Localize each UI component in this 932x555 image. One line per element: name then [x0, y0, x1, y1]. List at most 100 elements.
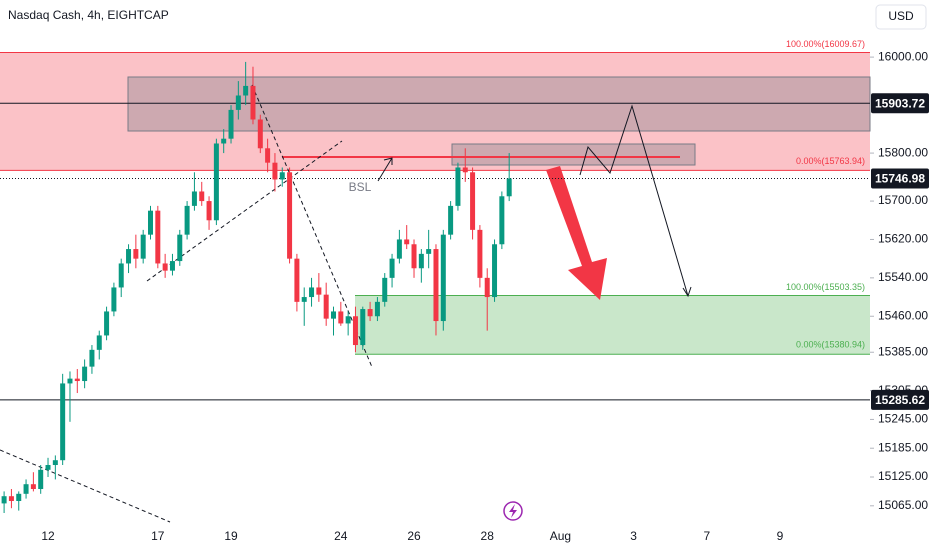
trend-line [146, 140, 343, 282]
price-label-bg [871, 168, 929, 189]
zone [0, 52, 870, 171]
candle-body [323, 294, 329, 319]
candle-body [199, 191, 205, 202]
x-tick-label: 24 [334, 529, 348, 543]
y-tick-label: 15540.00 [878, 270, 928, 284]
candle-body [221, 138, 227, 144]
candle-body [418, 253, 424, 269]
candle-body [316, 287, 322, 295]
currency[interactable]: USD [888, 9, 914, 23]
projection [579, 104, 689, 297]
candle-body [52, 460, 58, 466]
candle-body [352, 316, 358, 346]
y-tick-label: 16000.00 [878, 49, 928, 63]
candle-body [82, 366, 88, 382]
icon-bolt [509, 504, 517, 518]
x-tick-label: 28 [481, 529, 495, 543]
candle-body [345, 316, 351, 324]
candle-body [162, 263, 168, 271]
candle-body [60, 383, 66, 461]
x-tick-label: 3 [630, 529, 637, 543]
candle-body [148, 210, 153, 235]
replay-icon[interactable] [503, 501, 523, 521]
y-tick-label: 15385.00 [878, 344, 928, 358]
candle-body [382, 277, 388, 302]
candle-body [331, 311, 336, 319]
x-tick-label: 9 [777, 529, 784, 543]
candle-body [177, 234, 183, 262]
price-label: 15903.72 [875, 96, 925, 110]
candle-body [228, 109, 234, 139]
candle-body [111, 287, 117, 312]
candle-body [389, 258, 395, 278]
candle-body [301, 297, 307, 302]
candle-body [235, 95, 241, 110]
candle-body [309, 287, 315, 298]
candle-body [8, 496, 14, 502]
candle-body [155, 210, 161, 264]
currency-button[interactable] [875, 4, 927, 30]
y-tick-label: 15460.00 [878, 308, 928, 322]
trend-line [251, 84, 373, 368]
x-tick-label: 12 [41, 529, 55, 543]
trend-line [0, 449, 171, 523]
candle-body [265, 148, 271, 163]
candle-body [67, 378, 73, 384]
candle-body [440, 234, 446, 322]
candle-body [506, 178, 512, 197]
candle-body [169, 261, 175, 271]
zone-label: 100.00%(15503.35) [786, 282, 865, 292]
candle-body [360, 309, 366, 346]
price-label: 15746.98 [875, 172, 925, 186]
bsl-arrow [377, 157, 393, 182]
candle-body [411, 244, 417, 269]
chart-title: Nasdaq Cash, 4h, EIGHTCAP [8, 8, 169, 22]
annotation: BSL [349, 180, 372, 194]
candle-body [257, 119, 263, 149]
candle-body [140, 234, 146, 259]
candle-body [294, 258, 300, 302]
candle-body [45, 465, 51, 470]
zone-label: 100.00%(16009.67) [786, 39, 865, 49]
x-tick-label: Aug [550, 529, 571, 543]
x-tick-label: 19 [224, 529, 238, 543]
x-tick-label: 17 [151, 529, 165, 543]
candle-body [367, 309, 373, 317]
price-label: 15285.62 [875, 393, 925, 407]
candle-body [184, 205, 190, 235]
candle-body [250, 85, 256, 120]
bsl-arrow-head [383, 157, 393, 165]
candle-body [433, 249, 439, 322]
candle-body [126, 249, 132, 264]
candle-body [455, 167, 461, 206]
candle-body [499, 196, 505, 245]
candle-body [191, 191, 197, 206]
gray-box [451, 143, 696, 166]
bsl-bg [346, 179, 374, 195]
candle-body [206, 201, 212, 221]
candle-body [448, 205, 454, 235]
candle-body [404, 239, 410, 245]
y-tick-label: 15700.00 [878, 193, 928, 207]
candle-body [16, 493, 22, 502]
candle-body [470, 172, 476, 230]
candle-body [462, 167, 468, 173]
candle-body [426, 249, 432, 254]
candle-body [30, 484, 36, 490]
candle-body [279, 172, 285, 180]
y-tick-label: 15065.00 [878, 498, 928, 512]
candle-body [477, 229, 483, 278]
candle-body [374, 301, 380, 317]
candle-body [89, 349, 95, 367]
candle-body [484, 277, 490, 298]
candle-body [396, 239, 402, 259]
x-tick-label: 26 [407, 529, 421, 543]
candle-body [118, 263, 124, 288]
y-tick-label: 15620.00 [878, 232, 928, 246]
y-tick-label: 15125.00 [878, 469, 928, 483]
candle-body [23, 484, 29, 494]
zone-label: 0.00%(15763.94) [796, 156, 865, 166]
candle-body [243, 85, 249, 96]
candle-body [338, 311, 344, 324]
